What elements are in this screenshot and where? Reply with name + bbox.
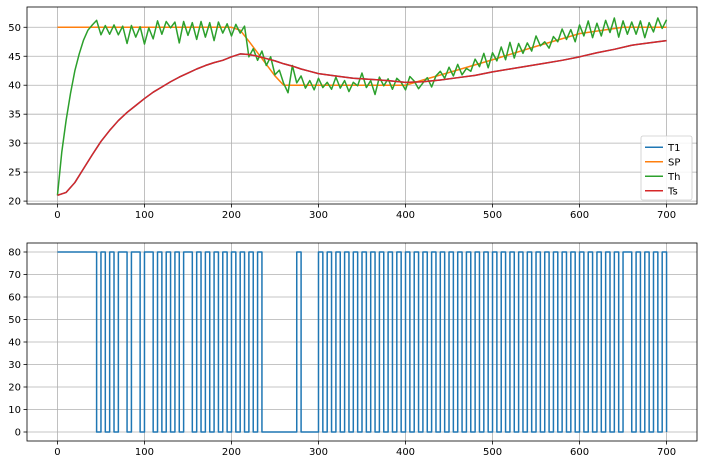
y-tick-label: 20 <box>8 197 21 208</box>
x-tick-label: 400 <box>396 447 415 458</box>
x-tick-label: 200 <box>222 210 241 221</box>
y-tick-label: 70 <box>8 270 21 281</box>
legend-label-ts: Ts <box>667 186 678 197</box>
legend-label-th: Th <box>667 172 680 183</box>
y-tick-label: 80 <box>8 248 21 259</box>
x-tick-label: 600 <box>570 447 589 458</box>
x-tick-label: 300 <box>309 447 328 458</box>
y-tick-label: 60 <box>8 293 21 304</box>
x-tick-label: 200 <box>222 447 241 458</box>
x-tick-label: 700 <box>657 210 676 221</box>
y-tick-label: 40 <box>8 81 21 92</box>
x-tick-label: 0 <box>54 210 60 221</box>
series-ts-line <box>57 39 667 197</box>
x-tick-label: 500 <box>483 210 502 221</box>
y-tick-label: 50 <box>8 23 21 34</box>
y-tick-label: 25 <box>8 168 21 179</box>
x-tick-label: 0 <box>54 447 60 458</box>
axes-frame <box>26 6 698 205</box>
y-tick-label: 0 <box>15 428 21 439</box>
legend-label-t1: T1 <box>667 143 680 154</box>
x-tick-label: 700 <box>657 447 676 458</box>
heater-output-plot: 0 100 200 300 400 500 600 700 0 10 20 30 40 50 60 70 80 <box>8 242 698 458</box>
legend: T1 SP Th Ts <box>640 135 693 201</box>
y-tick-label: 40 <box>8 338 21 349</box>
y-tick-label: 50 <box>8 315 21 326</box>
series-th-line <box>56 17 668 196</box>
x-tick-label: 100 <box>135 210 154 221</box>
y-tick-label: 30 <box>8 360 21 371</box>
y-tick-label: 20 <box>8 383 21 394</box>
plot-area <box>27 7 697 204</box>
x-tick-label: 500 <box>483 447 502 458</box>
x-tick-label: 300 <box>309 210 328 221</box>
y-tick-label: 10 <box>8 405 21 416</box>
temperature-plot: 0 100 200 300 400 500 600 700 20 25 30 35 40 45 50 T1 SP… <box>8 6 698 221</box>
legend-box <box>640 135 693 201</box>
x-tick-label: 400 <box>396 210 415 221</box>
y-tick-label: 45 <box>8 52 21 63</box>
y-tick-label: 30 <box>8 139 21 150</box>
legend-label-sp: SP <box>668 157 680 168</box>
x-tick-label: 100 <box>135 447 154 458</box>
y-tick-label: 35 <box>8 110 21 121</box>
series-line <box>57 251 668 433</box>
x-tick-label: 600 <box>570 210 589 221</box>
